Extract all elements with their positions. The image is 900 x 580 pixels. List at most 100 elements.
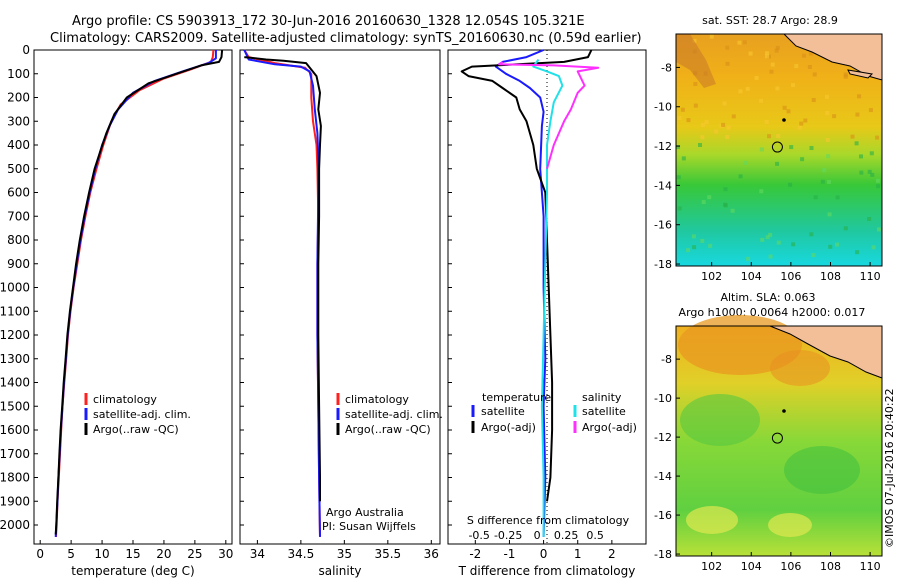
x-tick-label: 0	[36, 547, 44, 561]
salinity-series	[243, 49, 322, 537]
s-tick-label: 0	[534, 529, 541, 542]
sst-pixel	[857, 94, 862, 99]
sst-pixel	[691, 234, 696, 239]
x-tick-label: 2	[608, 547, 616, 561]
sst-pixel	[692, 38, 697, 43]
sst-pixel	[835, 195, 840, 200]
sst-pixel	[677, 206, 682, 211]
map-y-tick-label: -16	[654, 219, 672, 232]
map-x-tick-label: 108	[820, 560, 841, 573]
temperature-x-axis: 0 5 10 15 20 25 30	[36, 540, 233, 561]
series-argo-raw-qc-	[54, 49, 224, 535]
sst-pixel	[768, 254, 773, 259]
sst-pixel	[776, 240, 781, 245]
sst-map-frame	[675, 33, 883, 267]
sla-map-title: Altim. SLA: 0.063	[720, 291, 815, 304]
y-tick-label: 800	[7, 233, 30, 247]
sst-pixel	[855, 112, 860, 117]
map-x-tick-label: 110	[860, 270, 881, 283]
sst-pixel	[692, 245, 697, 250]
sst-speckle	[676, 34, 881, 261]
sst-pixel	[797, 125, 802, 130]
legend-t-argo-label: Argo(-adj)	[481, 421, 536, 434]
sst-map-title: sat. SST: 28.7 Argo: 28.9	[702, 14, 838, 27]
sst-pixel	[721, 122, 726, 127]
x-tick-label: 15	[125, 547, 140, 561]
sst-pixel	[726, 125, 731, 130]
sst-pixel	[759, 189, 764, 194]
sst-pixel	[799, 121, 804, 126]
map-y-tick-label: -14	[654, 179, 672, 192]
sst-pixel	[677, 116, 682, 121]
x-tick-label: 20	[156, 547, 171, 561]
s-tick-label: -0.5	[468, 529, 489, 542]
sst-pixel	[698, 142, 703, 147]
legend-salinity-title: salinity	[582, 391, 622, 404]
christmas-island	[782, 118, 786, 122]
sst-pixel	[869, 151, 874, 156]
sst-pixel	[738, 174, 743, 179]
y-tick-label: 1500	[0, 399, 30, 413]
sst-pixel	[782, 105, 787, 110]
imos-credit: ©IMOS 07-Jul-2016 20:40:22	[883, 388, 896, 548]
sst-pixel	[701, 200, 706, 205]
x-tick-label: 36	[424, 547, 439, 561]
s-tick-label: 0.25	[554, 529, 579, 542]
sla-map-subtitle: Argo h1000: 0.0064 h2000: 0.017	[679, 306, 866, 319]
salinity-x-label: salinity	[318, 564, 361, 578]
sst-pixel	[875, 135, 880, 140]
y-tick-label: 700	[7, 209, 30, 223]
series-t-argo-adj-	[460, 49, 593, 502]
series-s-satellite	[532, 58, 564, 537]
map-x-tick-label: 104	[741, 270, 762, 283]
sst-pixel	[723, 202, 728, 207]
sst-pixel	[767, 134, 772, 139]
y-tick-label: 600	[7, 186, 30, 200]
sst-pixel	[743, 160, 748, 165]
sst-pixel	[809, 232, 814, 237]
salinity-panel: 34 34.5 35 35.5 36 climatology satellite-adj…	[239, 49, 443, 578]
sst-pixel	[803, 118, 808, 123]
sst-pixel	[704, 120, 709, 125]
sst-pixel	[681, 156, 686, 161]
y-tick-label: 1000	[0, 281, 30, 295]
sst-pixel	[765, 235, 770, 240]
sla-yellow-patch-2	[768, 513, 812, 537]
salinity-legend: climatology satellite-adj. clim. Argo(..…	[336, 393, 443, 436]
legend-climatology-label: climatology	[93, 393, 157, 406]
sst-pixel	[764, 51, 769, 56]
temperature-panel: 0100200300400500600700800900100011001200…	[0, 43, 233, 578]
sst-pixel	[824, 94, 829, 99]
x-tick-label: -1	[503, 547, 515, 561]
sst-pixel	[825, 111, 830, 116]
sst-pixel	[737, 40, 742, 45]
sst-pixel	[811, 98, 816, 103]
sst-pixel	[811, 253, 816, 258]
sst-pixel	[722, 101, 727, 106]
map-x-tick-label: 102	[701, 270, 722, 283]
header-line1: Argo profile: CS 5903913_172 30-Jun-2016…	[72, 14, 585, 29]
sst-pixel	[686, 248, 691, 253]
map-y-tick-label: -14	[654, 470, 672, 483]
y-tick-label: 500	[7, 162, 30, 176]
sla-high-anomaly-east	[770, 350, 830, 386]
y-tick-label: 1200	[0, 328, 30, 342]
sst-pixel	[676, 145, 681, 150]
series-argo-raw-qc-	[244, 56, 322, 502]
y-tick-label: 900	[7, 257, 30, 271]
sst-pixel	[794, 64, 799, 69]
sst-warm-patch	[676, 34, 716, 88]
sst-pixel	[730, 208, 735, 213]
difference-series	[460, 49, 600, 537]
salinity-x-axis: 34 34.5 35 35.5 36	[250, 540, 439, 561]
sla-map-axes: 102 104 106 108 110 -8 -10 -12 -14 -16 -18	[654, 353, 881, 573]
sst-pixel	[680, 107, 685, 112]
difference-axes-frame	[447, 49, 647, 545]
annotation-pi: PI: Susan Wijffels	[322, 520, 416, 533]
map-y-tick-label: -16	[654, 509, 672, 522]
sla-low-anomaly	[680, 394, 760, 446]
y-tick-label: 1700	[0, 447, 30, 461]
sst-pixel	[708, 243, 713, 248]
sst-pixel	[714, 129, 719, 134]
x-tick-label: 34.5	[288, 547, 315, 561]
